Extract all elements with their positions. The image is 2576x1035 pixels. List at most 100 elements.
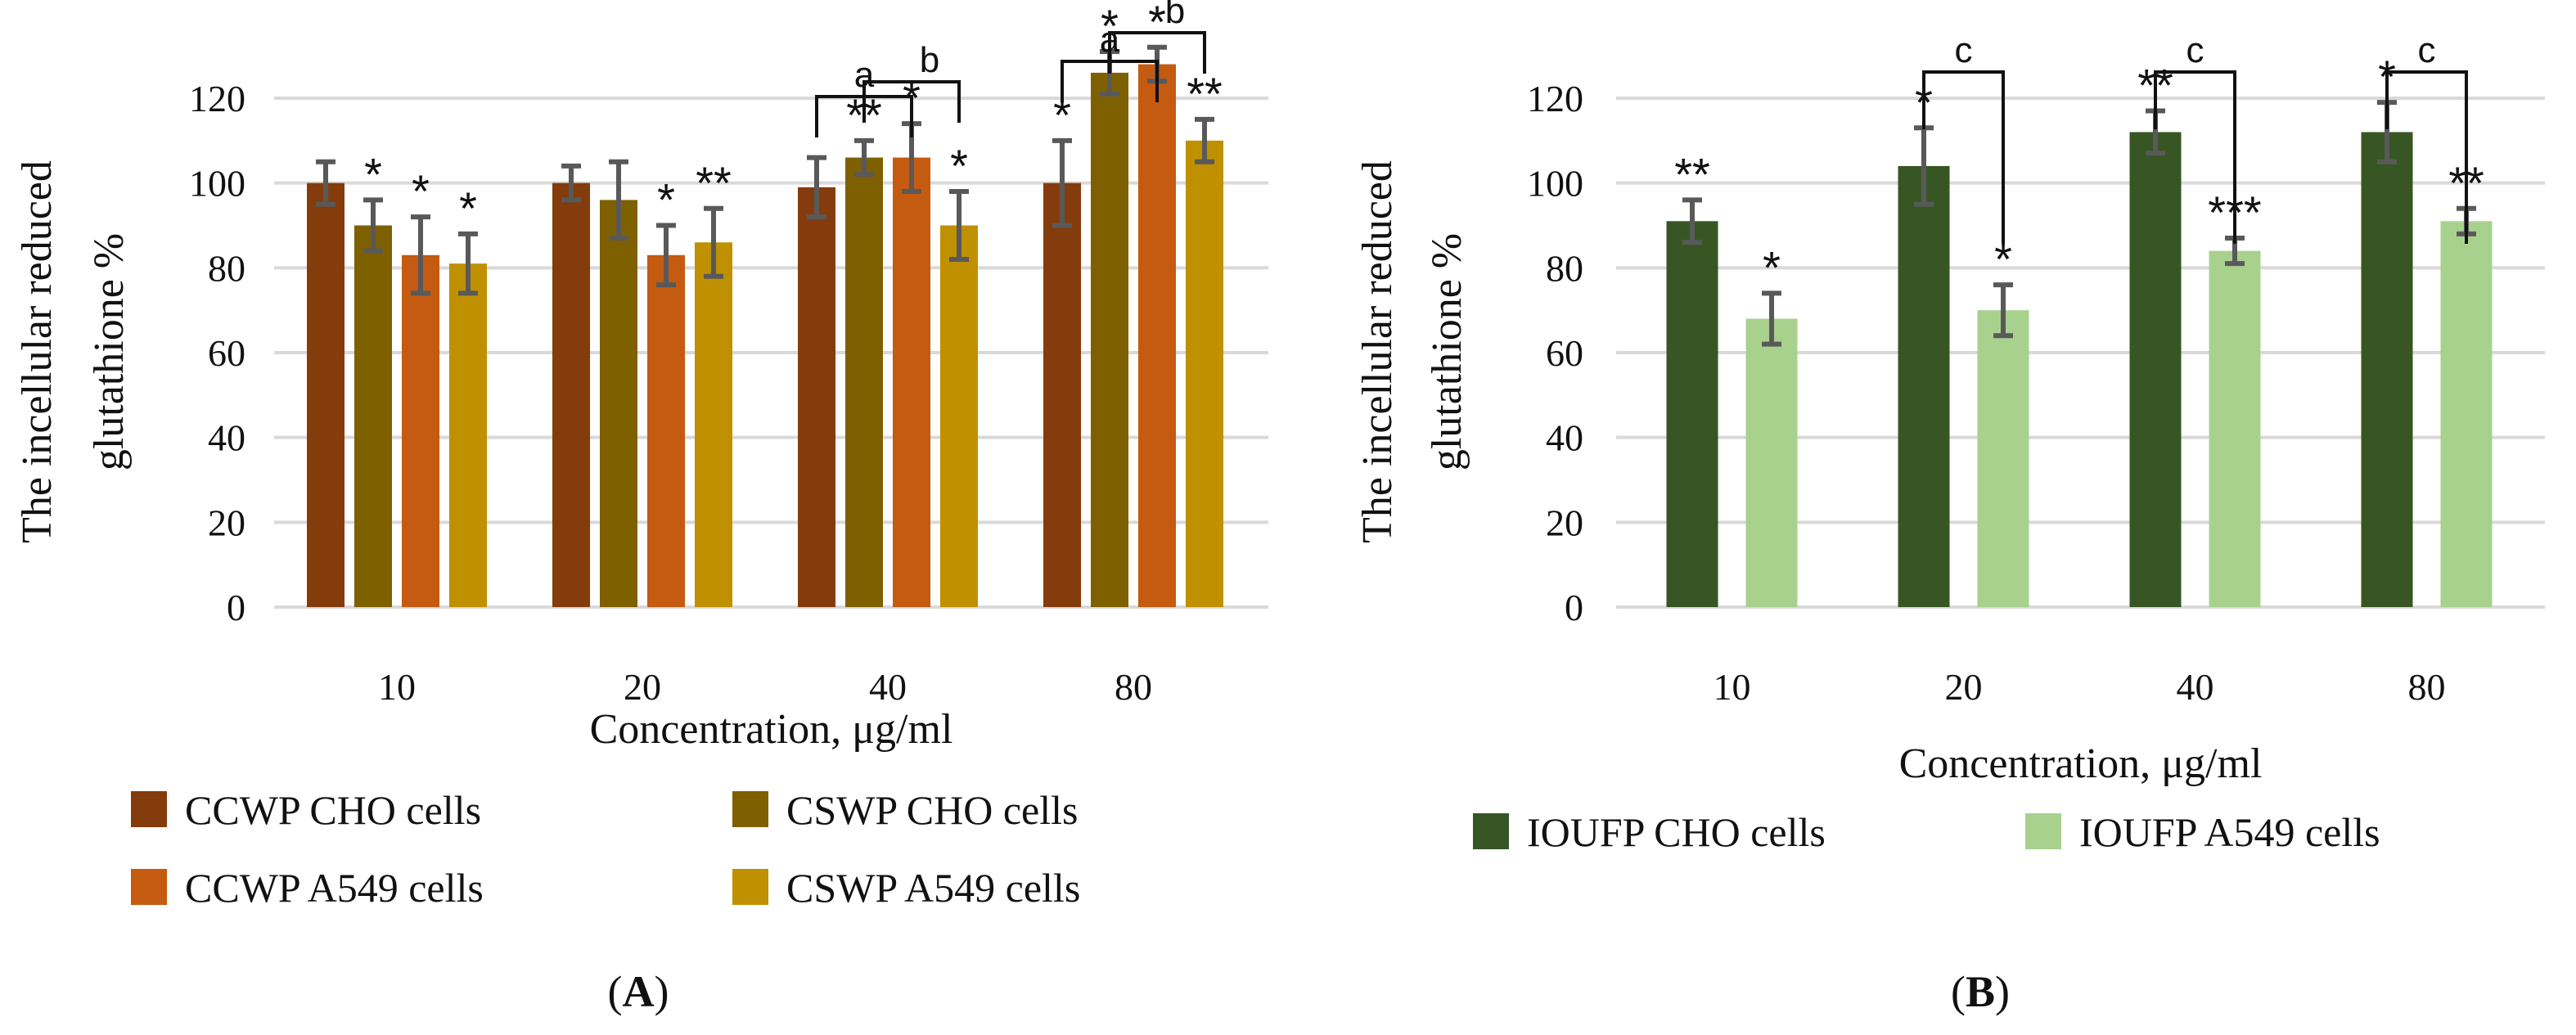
significance-stars: ** [1674, 148, 1710, 200]
legend-item: CSWP CHO cells [732, 787, 1079, 833]
legend-item: CCWP CHO cells [131, 787, 481, 833]
bracket-label: c [2186, 30, 2204, 70]
legend-swatch [732, 869, 768, 905]
y-axis-label-line: glutathione % [86, 233, 133, 470]
x-category-label: 20 [1945, 666, 1983, 708]
legend-item: CSWP A549 cells [732, 865, 1080, 911]
x-axis-label: Concentration, μg/ml [590, 706, 953, 753]
y-tick-label: 40 [208, 417, 245, 459]
x-category-label: 40 [869, 666, 907, 708]
x-axis-label: Concentration, μg/ml [1899, 740, 2263, 787]
bracket-label: c [2418, 30, 2436, 70]
x-category-label: 10 [1714, 666, 1751, 708]
legend-item: CCWP A549 cells [131, 865, 484, 911]
bar-a-2-3 [1138, 64, 1176, 608]
bar-a-2-0 [402, 254, 439, 607]
bar-b-0-1 [1898, 165, 1950, 607]
paren-close: ) [1995, 967, 2010, 1016]
panel-label: (A) [608, 967, 669, 1016]
significance-stars: * [412, 165, 430, 217]
x-category-label: 40 [2177, 666, 2214, 708]
y-tick-label: 0 [227, 587, 245, 628]
legend-label: IOUFP A549 cells [2079, 809, 2380, 855]
bar-a-0-0 [307, 182, 345, 607]
significance-stars: ** [696, 157, 732, 209]
paren-close: ) [655, 967, 669, 1016]
bar-a-2-1 [647, 254, 685, 607]
legend-label: CCWP A549 cells [185, 865, 484, 911]
panel-letter: B [1966, 967, 1995, 1016]
bar-a-3-1 [695, 242, 732, 607]
legend-swatch [732, 791, 768, 827]
significance-stars: * [657, 174, 675, 226]
bar-a-0-1 [552, 182, 590, 607]
significance-bracket [1108, 31, 1206, 74]
legend-swatch [1473, 813, 1509, 849]
x-category-label: 10 [378, 666, 416, 708]
bar-a-1-3 [1091, 72, 1128, 607]
paren-open: ( [608, 967, 623, 1016]
significance-bracket [1922, 70, 2005, 244]
bar-a-0-2 [798, 187, 835, 608]
x-category-label: 20 [624, 666, 661, 708]
y-tick-label: 60 [208, 332, 245, 374]
bar-a-3-2 [940, 225, 978, 607]
bar-a-1-2 [845, 157, 883, 608]
significance-stars: * [364, 148, 382, 200]
significance-stars: ** [1187, 68, 1223, 119]
significance-bracket [2154, 70, 2236, 244]
bar-a-0-3 [1043, 182, 1081, 607]
y-axis-label-line: The incellular reduced [14, 160, 61, 543]
legend-label: CSWP CHO cells [786, 787, 1079, 833]
legend-swatch [2025, 813, 2061, 849]
y-tick-label: 100 [189, 163, 245, 205]
legend-swatch [131, 869, 167, 905]
bar-a-2-2 [893, 157, 930, 608]
y-tick-label: 120 [1527, 78, 1583, 119]
y-tick-label: 0 [1565, 587, 1583, 628]
significance-bracket [2385, 70, 2468, 244]
y-tick-label: 20 [1546, 502, 1583, 543]
bar-b-0-2 [2129, 132, 2182, 607]
legend-item: IOUFP CHO cells [1473, 809, 1826, 855]
y-tick-label: 100 [1527, 163, 1583, 205]
bar-b-1-1 [1977, 310, 2029, 607]
y-tick-label: 40 [1546, 417, 1583, 459]
bar-b-1-2 [2209, 250, 2261, 607]
significance-stars: * [459, 182, 477, 234]
legend-label: IOUFP CHO cells [1527, 809, 1826, 855]
bar-a-3-0 [449, 263, 487, 607]
bar-a-1-1 [600, 200, 637, 607]
legend-item: IOUFP A549 cells [2025, 809, 2380, 855]
panel-label: (B) [1951, 967, 2010, 1016]
significance-stars: * [1053, 89, 1071, 141]
bar-a-3-3 [1186, 140, 1223, 608]
x-category-label: 80 [1115, 666, 1152, 708]
paren-open: ( [1951, 967, 1966, 1016]
bar-b-1-0 [1745, 318, 1798, 607]
y-tick-label: 80 [1546, 247, 1583, 289]
y-axis-label-line: glutathione % [1424, 233, 1470, 470]
bar-a-1-0 [354, 225, 392, 607]
bracket-label: b [1165, 0, 1185, 31]
panel-letter: A [623, 967, 655, 1016]
x-category-label: 80 [2408, 666, 2446, 708]
legend-label: CSWP A549 cells [786, 865, 1080, 911]
significance-stars: * [1763, 241, 1781, 293]
bar-b-0-0 [1666, 221, 1718, 607]
chart-panel-b: 0 20 40 60 80 100 120 The incellular reduced glu… [1354, 30, 2545, 1016]
y-tick-label: 20 [208, 502, 245, 543]
bracket-label: b [920, 40, 939, 80]
legend-label: CCWP CHO cells [185, 787, 481, 833]
significance-stars: * [1994, 233, 2012, 285]
significance-stars: * [1148, 0, 1166, 47]
bar-b-1-3 [2440, 221, 2493, 607]
chart-panel-a: 0 20 40 60 80 100 120 The incellular reduced glu… [14, 0, 1268, 1016]
significance-stars: * [1101, 0, 1119, 52]
significance-stars: * [950, 140, 968, 191]
bracket-label: c [1955, 30, 1973, 70]
y-tick-label: 80 [208, 247, 245, 289]
legend-swatch [131, 791, 167, 827]
bar-b-0-3 [2361, 132, 2413, 607]
